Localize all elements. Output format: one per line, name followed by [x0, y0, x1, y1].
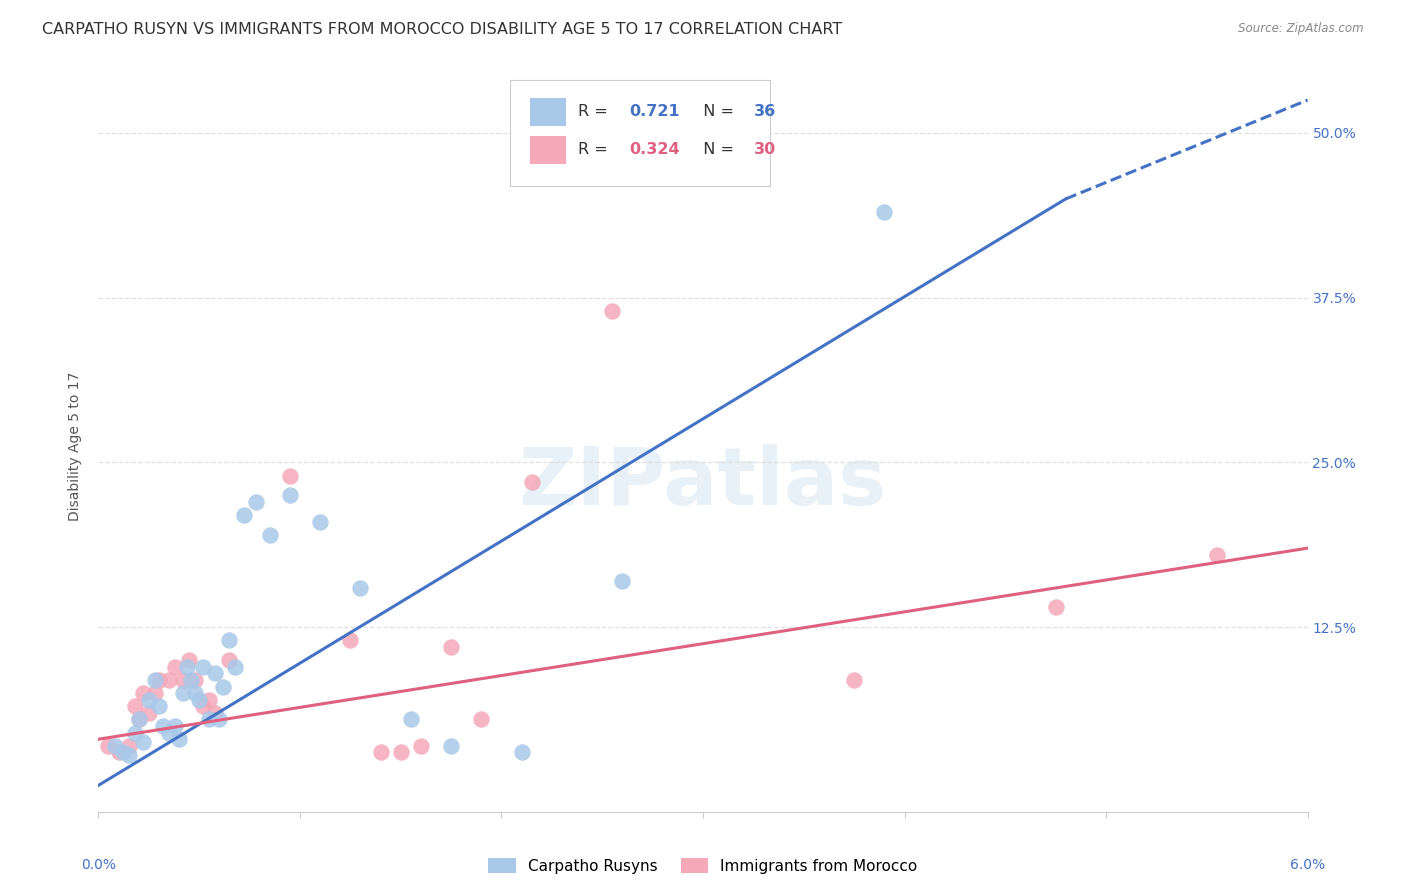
Text: N =: N =: [693, 104, 740, 120]
Point: [349, 581, 371, 595]
Point: [143, 686, 166, 700]
Point: [118, 739, 141, 753]
Point: [259, 528, 281, 542]
Point: [157, 725, 180, 739]
Point: [138, 692, 160, 706]
Text: 6.0%: 6.0%: [1291, 858, 1324, 871]
Text: CARPATHO RUSYN VS IMMIGRANTS FROM MOROCCO DISABILITY AGE 5 TO 17 CORRELATION CHA: CARPATHO RUSYN VS IMMIGRANTS FROM MOROCC…: [42, 22, 842, 37]
Point: [278, 468, 301, 483]
Point: [128, 713, 150, 727]
Point: [470, 713, 492, 727]
Point: [204, 706, 226, 720]
Text: Source: ZipAtlas.com: Source: ZipAtlas.com: [1239, 22, 1364, 36]
Text: 30: 30: [754, 142, 776, 157]
Point: [124, 725, 146, 739]
FancyBboxPatch shape: [530, 98, 567, 126]
Point: [440, 640, 463, 654]
Text: 0.721: 0.721: [630, 104, 681, 120]
Point: [172, 686, 194, 700]
Text: 0.324: 0.324: [630, 142, 681, 157]
Point: [180, 673, 202, 687]
Point: [245, 495, 267, 509]
Text: 0.0%: 0.0%: [82, 858, 115, 871]
Point: [157, 673, 180, 687]
Text: ZIPatlas: ZIPatlas: [519, 443, 887, 522]
Point: [198, 692, 221, 706]
FancyBboxPatch shape: [509, 80, 769, 186]
Point: [163, 719, 186, 733]
Text: R =: R =: [578, 104, 613, 120]
Point: [198, 713, 221, 727]
Text: R =: R =: [578, 142, 613, 157]
Point: [1045, 600, 1067, 615]
Point: [132, 735, 155, 749]
Text: N =: N =: [693, 142, 740, 157]
Point: [167, 732, 190, 747]
Point: [612, 574, 634, 588]
Point: [204, 666, 226, 681]
Point: [97, 739, 120, 753]
Point: [184, 673, 207, 687]
Point: [389, 746, 412, 760]
Point: [278, 488, 301, 502]
Point: [148, 673, 170, 687]
Point: [103, 739, 125, 753]
Point: [208, 713, 231, 727]
Point: [224, 659, 246, 673]
Point: [176, 659, 198, 673]
Point: [193, 659, 215, 673]
FancyBboxPatch shape: [530, 136, 567, 163]
Point: [193, 699, 215, 714]
Point: [148, 699, 170, 714]
Y-axis label: Disability Age 5 to 17: Disability Age 5 to 17: [69, 371, 83, 521]
Point: [399, 713, 422, 727]
Text: 36: 36: [754, 104, 776, 120]
Point: [218, 653, 240, 667]
Point: [163, 659, 186, 673]
Point: [111, 746, 134, 760]
Point: [188, 692, 211, 706]
Point: [409, 739, 432, 753]
Point: [339, 633, 361, 648]
Point: [128, 713, 150, 727]
Point: [132, 686, 155, 700]
Point: [124, 699, 146, 714]
Point: [118, 747, 141, 762]
Point: [143, 673, 166, 687]
Point: [184, 686, 207, 700]
Point: [179, 653, 201, 667]
Point: [1206, 548, 1229, 562]
Point: [844, 673, 866, 687]
Point: [107, 746, 129, 760]
Point: [138, 706, 160, 720]
Point: [152, 719, 174, 733]
Point: [218, 633, 240, 648]
Point: [212, 680, 235, 694]
Point: [602, 304, 624, 318]
Point: [510, 746, 533, 760]
Point: [520, 475, 543, 490]
Point: [309, 515, 332, 529]
Point: [172, 673, 194, 687]
Legend: Carpatho Rusyns, Immigrants from Morocco: Carpatho Rusyns, Immigrants from Morocco: [482, 852, 924, 880]
Point: [440, 739, 463, 753]
Point: [370, 746, 392, 760]
Point: [873, 205, 896, 219]
Point: [232, 508, 254, 523]
